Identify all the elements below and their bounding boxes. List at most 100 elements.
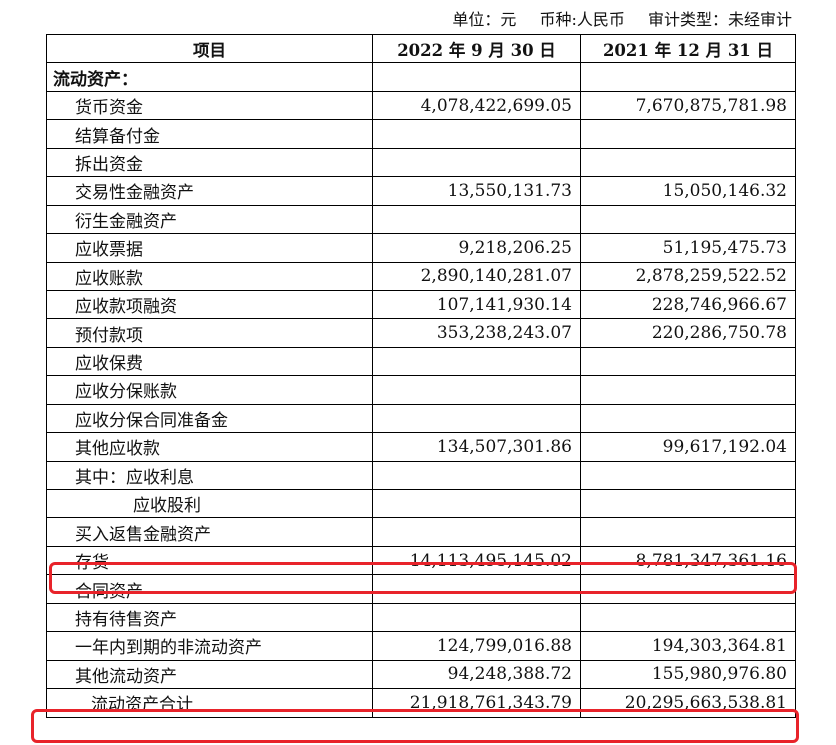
- value-2021-12-31: [580, 119, 796, 149]
- value-2022-09-30: [372, 147, 581, 178]
- table-row: 应收保费: [46, 346, 796, 377]
- row-label: 应收股利: [46, 488, 373, 519]
- row-label: 结算备付金: [46, 119, 373, 149]
- value-2021-12-31: [580, 375, 796, 405]
- value-2022-09-30: 21,918,761,343.79: [372, 688, 581, 718]
- value-2022-09-30: 2,890,140,281.07: [372, 261, 581, 291]
- table-row: 应收股利: [46, 488, 796, 519]
- value-2022-09-30: 107,141,930.14: [372, 289, 581, 320]
- value-2022-09-30: [372, 346, 581, 377]
- value-2022-09-30: [372, 517, 581, 547]
- row-label: 流动资产合计: [46, 688, 373, 718]
- table-row: 应收票据 9,218,206.25 51,195,475.73: [46, 233, 796, 263]
- value-2021-12-31: 155,980,976.80: [580, 659, 796, 690]
- value-2021-12-31: [580, 62, 796, 92]
- table-row: 其他应收款 134,507,301.86 99,617,192.04: [46, 432, 796, 462]
- header-date-2021: 2021 年 12 月 31 日: [580, 33, 796, 64]
- table-row: 交易性金融资产 13,550,131.73 15,050,146.32: [46, 176, 796, 206]
- table-row: 结算备付金: [46, 119, 796, 149]
- row-label: 衍生金融资产: [46, 204, 373, 235]
- value-2022-09-30: 13,550,131.73: [372, 176, 581, 206]
- table-row: 其他流动资产 94,248,388.72 155,980,976.80: [46, 659, 796, 690]
- value-2021-12-31: 20,295,663,538.81: [580, 688, 796, 718]
- value-2022-09-30: [372, 403, 581, 434]
- table-row: 买入返售金融资产: [46, 517, 796, 547]
- table-row: 一年内到期的非流动资产 124,799,016.88 194,303,364.81: [46, 631, 796, 661]
- audit-type-label: 审计类型：未经审计: [647, 10, 792, 29]
- row-label: 存货: [46, 545, 373, 576]
- value-2021-12-31: [580, 204, 796, 235]
- value-2022-09-30: 94,248,388.72: [372, 659, 581, 690]
- row-label: 其他流动资产: [46, 659, 373, 690]
- table-meta: 单位：元 币种:人民币 审计类型：未经审计: [434, 6, 792, 30]
- row-label: 应收账款: [46, 261, 373, 291]
- value-2022-09-30: 14,113,495,145.02: [372, 545, 581, 576]
- value-2022-09-30: 9,218,206.25: [372, 233, 581, 263]
- row-label: 持有待售资产: [46, 602, 373, 633]
- highlight-current-assets-total-row: [31, 709, 799, 743]
- row-label: 交易性金融资产: [46, 176, 373, 206]
- value-2022-09-30: 4,078,422,699.05: [372, 90, 581, 121]
- value-2022-09-30: [372, 375, 581, 405]
- table-row: 应收分保账款: [46, 375, 796, 405]
- value-2022-09-30: [372, 204, 581, 235]
- value-2022-09-30: [372, 460, 581, 491]
- row-label: 应收保费: [46, 346, 373, 377]
- value-2022-09-30: [372, 62, 581, 92]
- value-2021-12-31: 194,303,364.81: [580, 631, 796, 661]
- value-2021-12-31: [580, 488, 796, 519]
- row-label: 应收分保账款: [46, 375, 373, 405]
- value-2021-12-31: 7,670,875,781.98: [580, 90, 796, 121]
- row-label: 应收款项融资: [46, 289, 373, 320]
- value-2021-12-31: 228,746,966.67: [580, 289, 796, 320]
- table-row: 应收款项融资 107,141,930.14 228,746,966.67: [46, 289, 796, 320]
- table-row: 其中：应收利息: [46, 460, 796, 491]
- table-row: 流动资产：: [46, 62, 796, 92]
- value-2021-12-31: [580, 403, 796, 434]
- table-row: 衍生金融资产: [46, 204, 796, 235]
- table-row: 应收账款 2,890,140,281.07 2,878,259,522.52: [46, 261, 796, 291]
- table-row: 预付款项 353,238,243.07 220,286,750.78: [46, 318, 796, 348]
- unit-label: 单位：元: [452, 10, 517, 29]
- value-2022-09-30: 353,238,243.07: [372, 318, 581, 348]
- row-label: 预付款项: [46, 318, 373, 348]
- value-2021-12-31: 2,878,259,522.52: [580, 261, 796, 291]
- value-2021-12-31: 51,195,475.73: [580, 233, 796, 263]
- value-2021-12-31: [580, 346, 796, 377]
- table-row: 应收分保合同准备金: [46, 403, 796, 434]
- table-row: 存货 14,113,495,145.02 8,781,347,361.16: [46, 545, 796, 576]
- balance-sheet-table: 项目 2022 年 9 月 30 日 2021 年 12 月 31 日 流动资产…: [46, 33, 796, 718]
- highlight-inventory-row: [49, 562, 797, 594]
- value-2021-12-31: [580, 517, 796, 547]
- row-label: 一年内到期的非流动资产: [46, 631, 373, 661]
- value-2022-09-30: [372, 602, 581, 633]
- table-row: 拆出资金: [46, 147, 796, 178]
- value-2021-12-31: [580, 147, 796, 178]
- value-2021-12-31: 99,617,192.04: [580, 432, 796, 462]
- value-2021-12-31: [580, 460, 796, 491]
- row-label: 流动资产：: [46, 62, 373, 92]
- row-label: 合同资产: [46, 574, 373, 604]
- row-label: 货币资金: [46, 90, 373, 121]
- row-label: 应收票据: [46, 233, 373, 263]
- table-row: 流动资产合计 21,918,761,343.79 20,295,663,538.81: [46, 688, 796, 718]
- row-label: 其他应收款: [46, 432, 373, 462]
- currency-label: 币种:人民币: [539, 10, 625, 29]
- row-label: 其中：应收利息: [46, 460, 373, 491]
- value-2021-12-31: [580, 602, 796, 633]
- value-2022-09-30: [372, 488, 581, 519]
- table-row: 货币资金 4,078,422,699.05 7,670,875,781.98: [46, 90, 796, 121]
- row-label: 拆出资金: [46, 147, 373, 178]
- table-row: 持有待售资产: [46, 602, 796, 633]
- row-label: 买入返售金融资产: [46, 517, 373, 547]
- row-label: 应收分保合同准备金: [46, 403, 373, 434]
- value-2022-09-30: 134,507,301.86: [372, 432, 581, 462]
- table-header-row: 项目 2022 年 9 月 30 日 2021 年 12 月 31 日: [46, 33, 796, 64]
- header-item: 项目: [46, 33, 373, 64]
- header-date-2022: 2022 年 9 月 30 日: [372, 33, 581, 64]
- value-2021-12-31: 15,050,146.32: [580, 176, 796, 206]
- value-2022-09-30: [372, 119, 581, 149]
- value-2022-09-30: 124,799,016.88: [372, 631, 581, 661]
- table-row: 合同资产: [46, 574, 796, 604]
- value-2021-12-31: 220,286,750.78: [580, 318, 796, 348]
